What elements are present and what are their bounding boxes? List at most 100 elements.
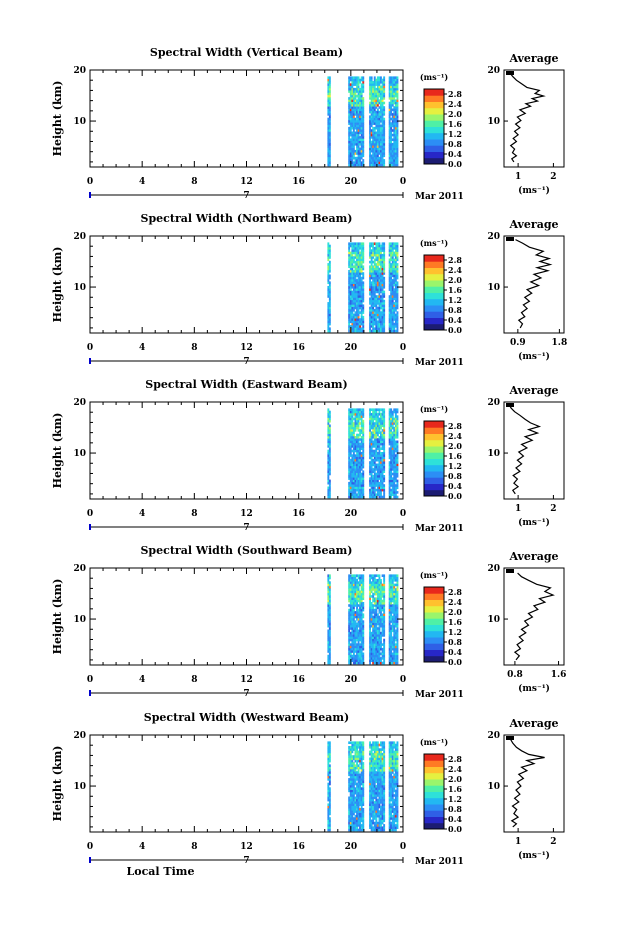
heatmap-cell [362,304,364,307]
heatmap-cell [329,314,331,317]
colorbar-tick-label: 2.8 [448,89,462,99]
heatmap-cell [397,254,399,257]
heatmap-cell [362,256,364,259]
heatmap-cell [389,120,391,123]
colorbar-tick-label: 0.4 [448,315,462,325]
heatmap-cell [397,293,399,296]
x-tick-label: 0 [87,509,93,519]
heatmap-cell [329,607,331,610]
heatmap-cell [329,411,331,414]
heatmap-cell [362,657,364,660]
heatmap-cell [362,150,364,153]
colorbar-tick-label: 0.0 [448,159,462,169]
heatmap-cell [379,242,381,245]
heatmap-cell [329,760,331,763]
colorbar-swatch [424,286,444,293]
colorbar-tick-label: 1.6 [448,451,462,461]
heatmap-cell [329,625,331,628]
heatmap-cell [377,109,379,112]
heatmap-cell [397,86,399,89]
heatmap-cell [397,422,399,425]
day-marker: 7 [243,523,249,533]
heatmap-cell [329,496,331,499]
colorbar-tick-label: 0.0 [448,657,462,667]
heatmap-cell [329,76,331,79]
heatmap-cell [329,584,331,587]
heatmap-cell [350,452,352,455]
colorbar-swatch [424,293,444,300]
heatmap-cell [383,443,385,446]
heatmap-cell [359,822,361,825]
heatmap-cell [397,420,399,423]
x-tick-label: 0 [400,177,406,187]
heatmap-cell [397,270,399,273]
heatmap-cell [362,431,364,434]
heatmap-cell [329,249,331,252]
heatmap-cell [329,309,331,312]
heatmap-cell [379,122,381,125]
panel-title: Spectral Width (Northward Beam) [141,212,353,225]
heatmap-cell [362,466,364,469]
heatmap-cell [329,129,331,132]
heatmap-cell [397,470,399,473]
average-y-tick-label: 20 [487,232,500,242]
heatmap-cell [358,441,360,444]
colorbar-tick-label: 1.6 [448,285,462,295]
heatmap-cell [369,627,371,630]
heatmap-cell [362,307,364,310]
heatmap-cell [358,764,360,767]
heatmap-cell [371,473,373,476]
heatmap-cell [329,281,331,284]
heatmap-cell [329,104,331,107]
heatmap-cell [329,746,331,749]
colorbar-swatch [424,120,444,127]
heatmap-cell [397,132,399,135]
heatmap-cell [329,588,331,591]
heatmap-cell [351,86,353,89]
heatmap-cell [383,418,385,421]
heatmap-cell [362,113,364,116]
heatmap-cell [397,411,399,414]
colorbar-tick-label: 1.6 [448,119,462,129]
heatmap-cell [358,83,360,86]
heatmap-cell [362,641,364,644]
average-x-label: (ms⁻¹) [518,185,550,196]
heatmap-cell [371,447,373,450]
heatmap-cell [397,145,399,148]
heatmap-cell [362,591,364,594]
heatmap-cell [383,268,385,271]
heatmap-cell [327,242,329,245]
average-y-tick-label: 20 [487,66,500,76]
colorbar-swatch [424,255,444,262]
heatmap-cell [361,611,363,614]
heatmap-cell [397,277,399,280]
heatmap-cell [362,581,364,584]
average-x-label: (ms⁻¹) [518,683,550,694]
heatmap-cell [397,125,399,128]
heatmap-cell [383,487,385,490]
heatmap-cell [383,470,385,473]
average-frame [504,402,564,499]
heatmap-cell [353,609,355,612]
heatmap-cell [351,420,353,423]
heatmap-cell [353,309,355,312]
heatmap-cell [351,751,353,754]
heatmap-cell [362,648,364,651]
heatmap-cell [397,427,399,430]
x-tick-label: 16 [292,509,305,519]
heatmap-cell [390,408,392,411]
heatmap-cell [383,138,385,141]
heatmap-cell [358,420,360,423]
heatmap-cell [329,275,331,278]
heatmap-cell [397,141,399,144]
heatmap-cell [390,496,392,499]
panel-title: Spectral Width (Eastward Beam) [145,378,347,391]
colorbar-swatch [424,625,444,632]
heatmap-cell [329,600,331,603]
colorbar-tick-label: 0.8 [448,305,462,315]
colorbar: 0.00.40.81.21.62.02.42.8 [424,587,462,667]
heatmap-cell [329,136,331,139]
heatmap-cell [362,454,364,457]
heatmap-cell [397,164,399,167]
